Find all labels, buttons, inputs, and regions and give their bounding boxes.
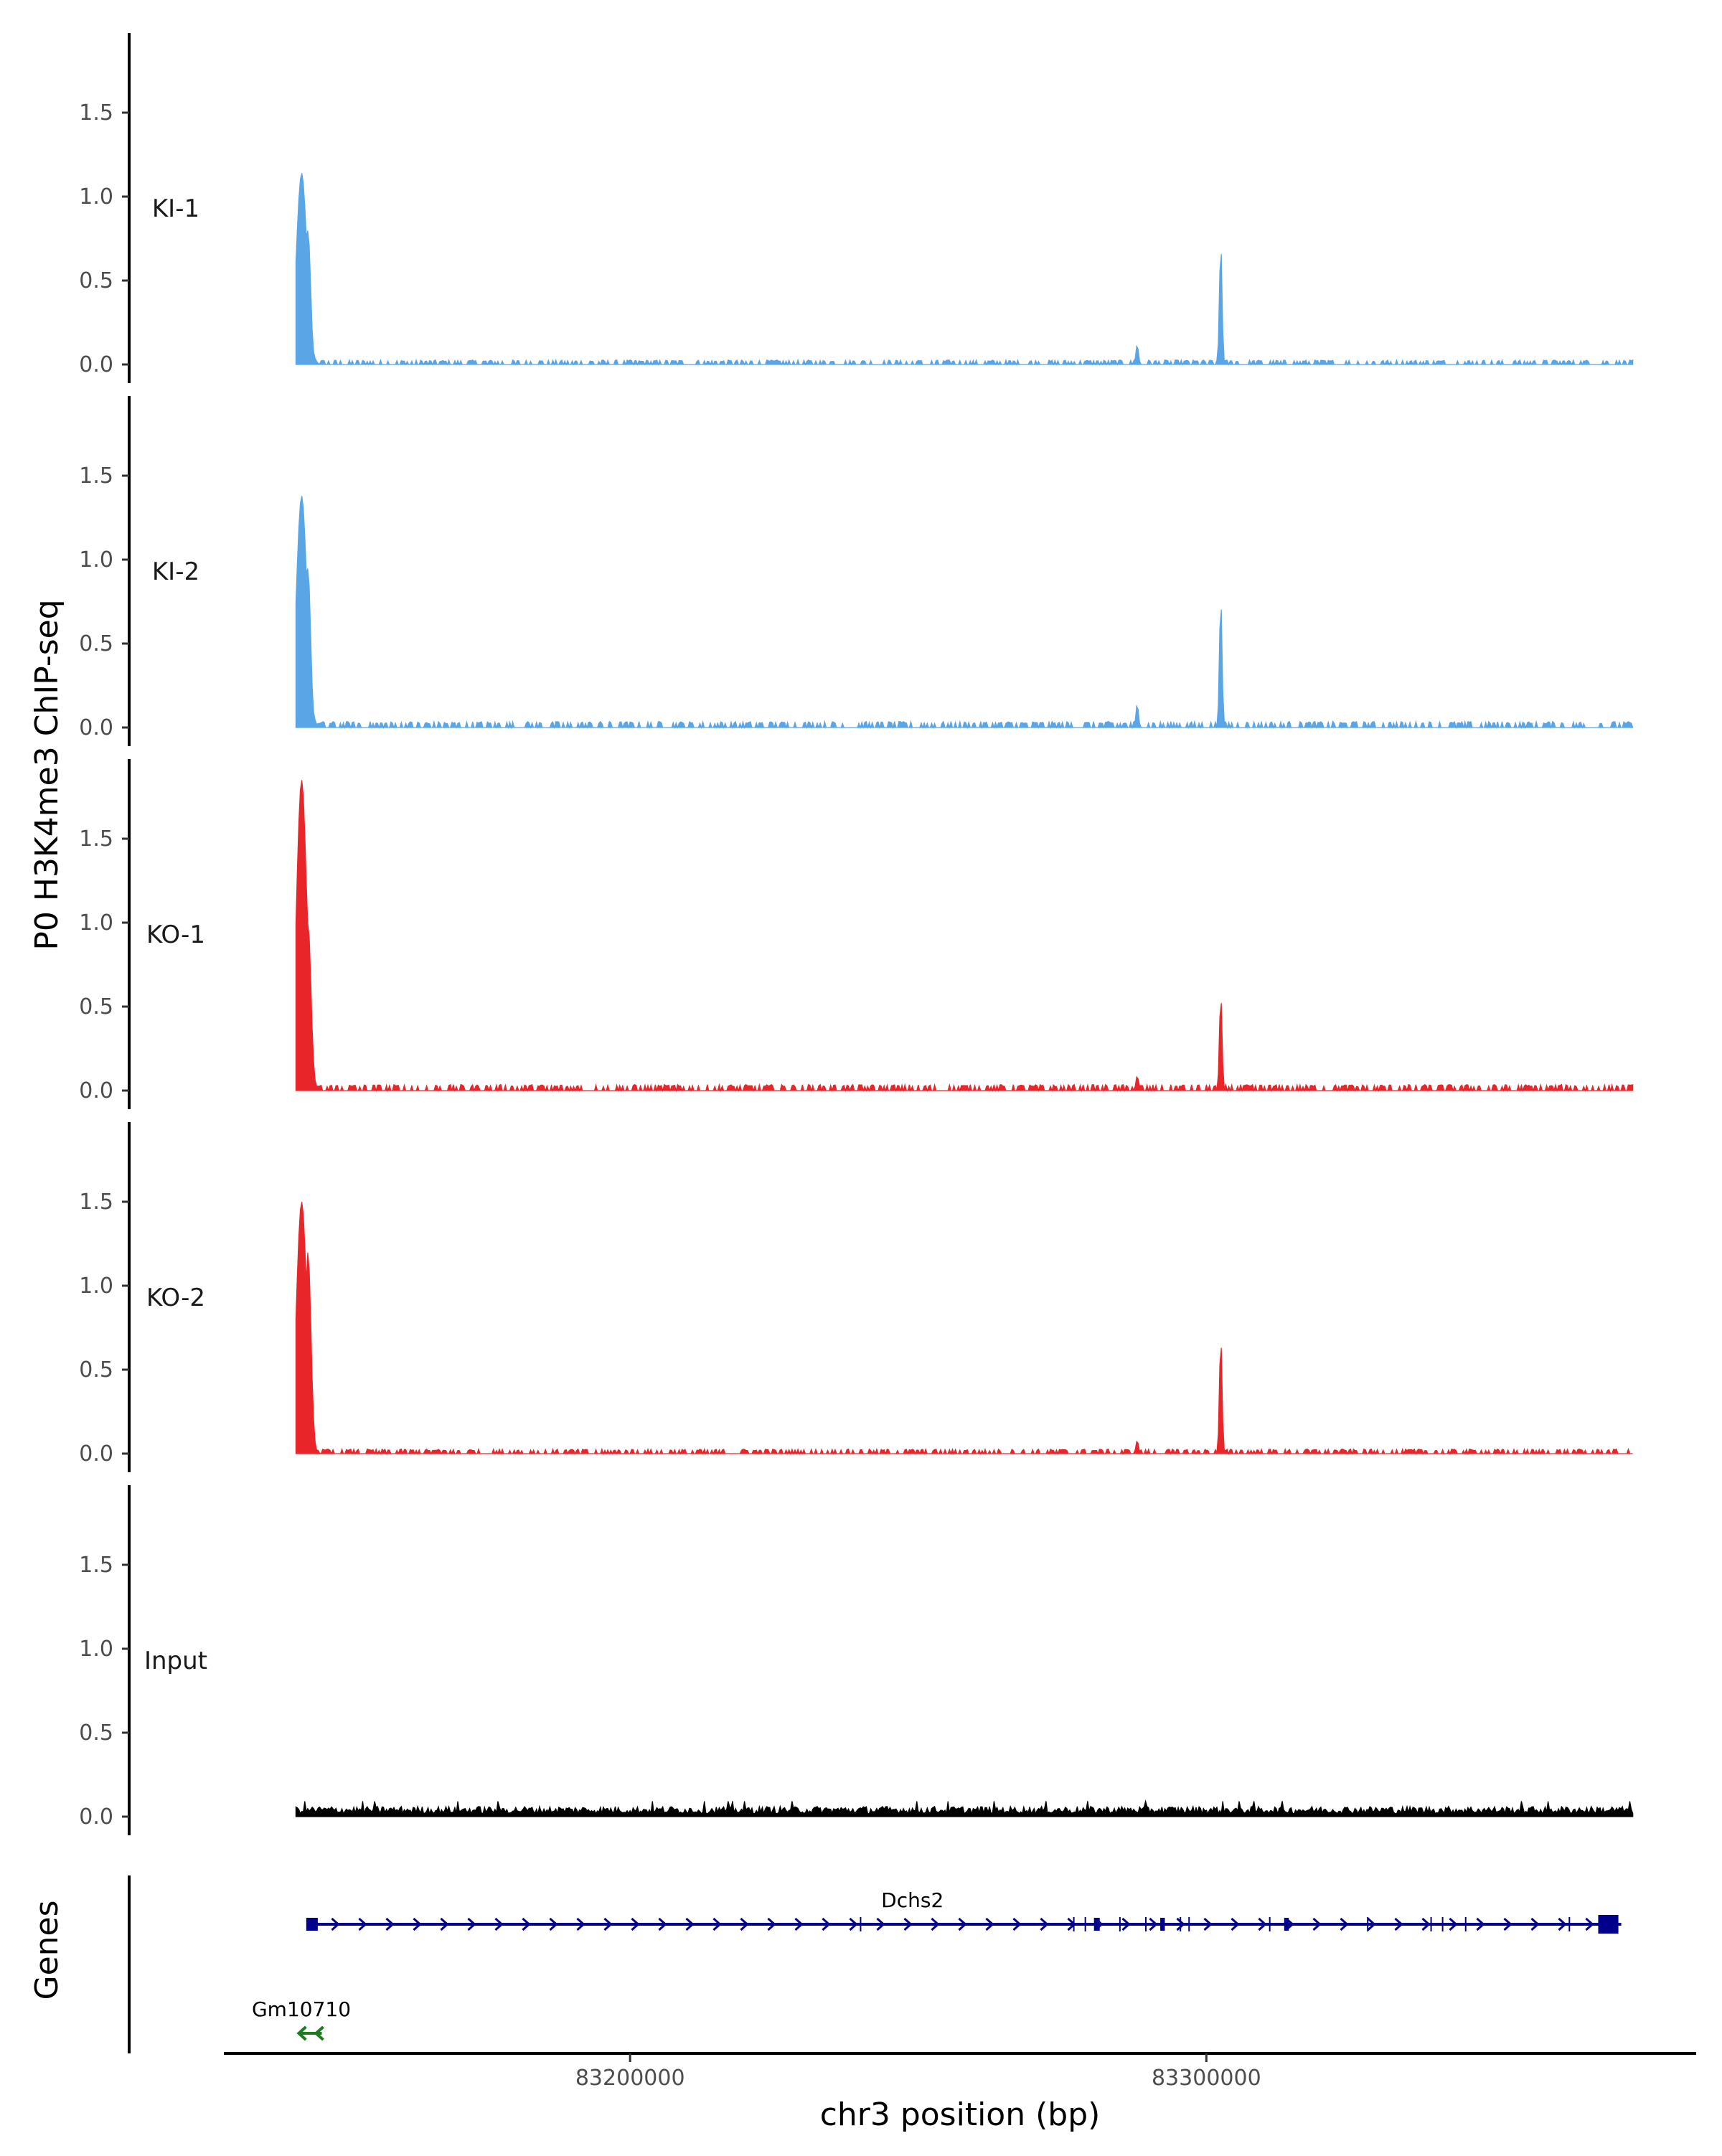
gene-label-dchs2: Dchs2 xyxy=(881,1888,944,1912)
y-tick-label: 0.5 xyxy=(79,1357,113,1383)
x-tick-label: 83200000 xyxy=(575,2066,685,2091)
strand-chevron xyxy=(1231,1917,1240,1931)
signal-area xyxy=(295,173,1634,366)
strand-chevron xyxy=(1585,1917,1594,1931)
y-tick-label: 1.0 xyxy=(79,184,113,210)
y-tick-label: 0.0 xyxy=(79,1804,113,1830)
y-tick-label: 0.0 xyxy=(79,715,113,740)
track-label: KO-1 xyxy=(146,921,205,949)
strand-chevron xyxy=(1312,1917,1322,1931)
x-axis-title: chr3 position (bp) xyxy=(820,2096,1101,2133)
strand-chevron xyxy=(1203,1917,1213,1931)
x-tick-label: 83300000 xyxy=(1152,2066,1261,2091)
strand-chevron xyxy=(631,1917,640,1931)
strand-chevron xyxy=(849,1917,858,1931)
signal-area xyxy=(295,780,1634,1093)
strand-chevron xyxy=(985,1917,994,1931)
strand-chevron xyxy=(822,1917,831,1931)
y-tick-label: 0.0 xyxy=(79,352,113,377)
strand-chevron xyxy=(931,1917,940,1931)
y-tick-label: 1.0 xyxy=(79,1274,113,1299)
gene-exon xyxy=(1284,1918,1289,1931)
strand-chevron xyxy=(494,1917,504,1931)
y-tick-label: 0.5 xyxy=(79,994,113,1020)
gene-exon xyxy=(1598,1915,1619,1934)
track-ki-2: 0.0 0.5 1.0 1.5 KI-2 xyxy=(79,396,1634,746)
strand-chevron xyxy=(767,1917,776,1931)
gene-label-gm10710: Gm10710 xyxy=(252,1997,351,2021)
y-tick-label: 1.5 xyxy=(79,1190,113,1215)
y-tick-label: 1.5 xyxy=(79,463,113,489)
signal-area xyxy=(295,496,1634,730)
strand-chevron xyxy=(1012,1917,1022,1931)
strand-chevron xyxy=(1503,1917,1512,1931)
y-tick-label: 1.0 xyxy=(79,1637,113,1662)
strand-chevron xyxy=(1449,1917,1458,1931)
y-tick-label: 1.5 xyxy=(79,827,113,852)
track-label: Input xyxy=(144,1647,207,1675)
strand-chevron xyxy=(1421,1917,1431,1931)
y-tick-label: 1.5 xyxy=(79,100,113,126)
strand-chevron xyxy=(658,1917,667,1931)
genes-track-title: Genes xyxy=(29,1900,65,2000)
strand-chevron xyxy=(1340,1917,1349,1931)
strand-chevron xyxy=(1040,1917,1049,1931)
strand-chevron xyxy=(603,1917,613,1931)
strand-chevron xyxy=(331,1917,340,1931)
strand-chevron xyxy=(467,1917,476,1931)
y-tick-label: 0.0 xyxy=(79,1441,113,1467)
signal-area xyxy=(295,1202,1633,1455)
strand-chevron xyxy=(1121,1917,1131,1931)
strand-chevron xyxy=(1258,1917,1267,1931)
strand-chevron xyxy=(1394,1917,1403,1931)
strand-chevron xyxy=(794,1917,804,1931)
track-ko-2: 0.0 0.5 1.0 1.5 KO-2 xyxy=(79,1122,1633,1472)
track-label: KI-1 xyxy=(152,194,199,223)
y-tick-label: 0.5 xyxy=(79,268,113,293)
strand-chevron xyxy=(1149,1917,1158,1931)
strand-chevron xyxy=(1476,1917,1485,1931)
strand-chevron xyxy=(358,1917,367,1931)
strand-chevron xyxy=(522,1917,531,1931)
y-tick-label: 0.5 xyxy=(79,631,113,656)
strand-chevron xyxy=(413,1917,422,1931)
gene-gm10710: Gm10710 xyxy=(252,1997,351,2041)
track-ko-1: 0.0 0.5 1.0 1.5 KO-1 xyxy=(79,759,1634,1109)
y-tick-label: 1.5 xyxy=(79,1553,113,1578)
strand-chevron xyxy=(712,1917,722,1931)
gene-exon xyxy=(1093,1918,1100,1931)
strand-chevron xyxy=(314,2025,324,2041)
y-tick-label: 0.0 xyxy=(79,1078,113,1103)
strand-chevron xyxy=(296,2025,307,2041)
strand-chevron xyxy=(740,1917,749,1931)
gene-dchs2: Dchs2 xyxy=(306,1888,1622,1934)
strand-chevron xyxy=(685,1917,695,1931)
y-tick-label: 1.0 xyxy=(79,547,113,573)
track-label: KI-2 xyxy=(152,557,199,586)
track-label: KO-2 xyxy=(146,1284,205,1312)
gene-exon xyxy=(306,1918,318,1931)
strand-chevron xyxy=(1530,1917,1540,1931)
strand-chevron xyxy=(958,1917,967,1931)
track-ki-1: 0.0 0.5 1.0 1.5 KI-1 xyxy=(79,33,1634,383)
strand-chevron xyxy=(903,1917,913,1931)
gene-exon xyxy=(1160,1918,1165,1931)
track-input: 0.0 0.5 1.0 1.5 Input xyxy=(79,1485,1634,1835)
strand-chevron xyxy=(576,1917,585,1931)
strand-chevron xyxy=(876,1917,885,1931)
signal-area xyxy=(295,1799,1634,1817)
strand-chevron xyxy=(1367,1917,1376,1931)
strand-chevron xyxy=(549,1917,558,1931)
y-tick-label: 0.5 xyxy=(79,1720,113,1746)
strand-chevron xyxy=(1558,1917,1567,1931)
y-tick-label: 1.0 xyxy=(79,910,113,936)
y-axis-title: P0 H3K4me3 ChIP-seq xyxy=(29,599,65,950)
strand-chevron xyxy=(1176,1917,1185,1931)
strand-chevron xyxy=(385,1917,395,1931)
strand-chevron xyxy=(440,1917,449,1931)
